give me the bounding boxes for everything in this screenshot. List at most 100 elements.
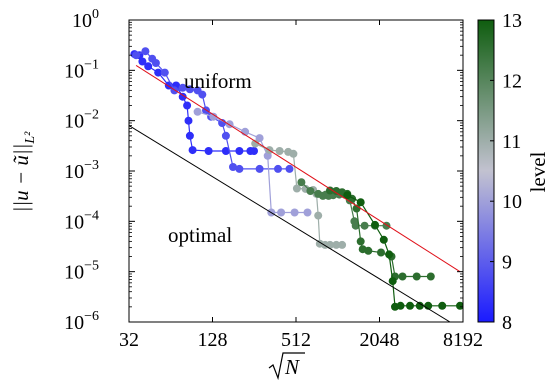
data-point xyxy=(138,57,147,66)
data-point xyxy=(379,235,388,244)
data-point xyxy=(204,147,213,155)
data-point xyxy=(235,164,244,173)
data-point xyxy=(185,131,194,140)
data-point xyxy=(221,147,230,155)
colorbar-tick-label: 10 xyxy=(502,191,522,213)
data-point xyxy=(332,240,341,249)
y-tick-label: 10−4 xyxy=(64,208,99,233)
data-point xyxy=(415,301,424,310)
data-point xyxy=(356,198,365,207)
data-point xyxy=(151,59,160,67)
y-tick-label: 100 xyxy=(72,7,99,32)
data-point xyxy=(297,178,306,187)
data-point xyxy=(426,272,435,281)
x-axis-label-text: N xyxy=(284,355,300,379)
colorbar-tick-label: 11 xyxy=(502,131,521,153)
y-tick-label: 10−2 xyxy=(64,108,99,133)
data-point xyxy=(274,164,282,173)
svg-text:||u − ũ||L²: ||u − ũ||L² xyxy=(9,131,38,213)
data-point xyxy=(198,90,207,99)
data-point xyxy=(277,208,286,217)
optimal-label: optimal xyxy=(168,223,232,247)
data-point xyxy=(306,187,315,195)
data-point xyxy=(326,186,334,195)
data-point xyxy=(292,184,301,193)
data-point xyxy=(144,62,153,71)
data-point xyxy=(388,277,397,286)
data-point xyxy=(351,221,360,230)
data-point xyxy=(412,272,421,281)
data-point xyxy=(290,208,299,217)
data-point xyxy=(193,107,202,116)
optimal-line xyxy=(129,125,451,322)
data-point xyxy=(371,220,379,229)
data-point xyxy=(289,149,298,158)
y-tick-label: 10−6 xyxy=(64,309,99,334)
data-point xyxy=(183,101,192,110)
data-point xyxy=(255,164,264,173)
uniform-line xyxy=(135,65,461,273)
data-point xyxy=(438,301,447,310)
data-point xyxy=(385,250,394,259)
data-point xyxy=(396,301,405,310)
data-point xyxy=(250,147,258,155)
y-tick-label: 10−1 xyxy=(64,57,99,82)
data-point xyxy=(338,240,347,249)
data-point xyxy=(406,301,414,310)
y-axis-label-subscript: L² xyxy=(23,131,38,145)
data-point xyxy=(185,85,194,94)
sqrt-sign xyxy=(268,352,305,381)
data-point xyxy=(343,191,352,200)
data-point xyxy=(160,68,169,77)
colorbar-tick-label: 13 xyxy=(502,10,522,32)
data-point xyxy=(251,139,260,148)
series-7 xyxy=(343,191,463,311)
data-point xyxy=(360,221,369,230)
data-series xyxy=(130,47,463,311)
y-axis-label-text: ||u − ũ|| xyxy=(9,144,33,213)
series-line xyxy=(197,111,308,214)
data-point xyxy=(221,131,230,140)
data-point xyxy=(184,116,193,125)
data-point xyxy=(356,237,365,246)
series-1 xyxy=(130,50,258,155)
data-point xyxy=(188,146,197,155)
y-axis-label: ||u − ũ||L² xyxy=(9,131,38,213)
reference-lines xyxy=(129,65,461,322)
data-point xyxy=(178,83,187,92)
data-point xyxy=(132,51,141,60)
y-tick-label: 10−5 xyxy=(64,259,99,284)
series-3 xyxy=(193,107,312,217)
data-point xyxy=(209,112,218,121)
data-point xyxy=(229,163,237,171)
colorbar: 8 9 10 11 12 13 level xyxy=(477,10,550,334)
data-point xyxy=(398,272,407,281)
data-point xyxy=(178,92,187,101)
data-point xyxy=(456,301,463,310)
colorbar-tick-label: 8 xyxy=(502,312,512,334)
data-point xyxy=(154,68,163,77)
data-point xyxy=(377,248,385,257)
data-point xyxy=(285,164,294,173)
x-tick-label: 512 xyxy=(281,329,311,351)
colorbar-gradient xyxy=(477,19,495,323)
x-axis-label: N xyxy=(268,352,305,381)
x-tick-label: 8192 xyxy=(443,329,483,351)
data-point xyxy=(255,134,264,143)
data-point xyxy=(303,208,312,217)
data-point xyxy=(314,211,323,220)
data-point xyxy=(364,246,373,255)
data-point xyxy=(275,147,284,155)
x-tick-label: 32 xyxy=(119,329,139,351)
colorbar-tick-label: 9 xyxy=(502,252,512,274)
x-tick-label: 128 xyxy=(198,329,228,351)
uniform-label: uniform xyxy=(184,69,252,93)
colorbar-ticks: 8 9 10 11 12 13 xyxy=(490,10,522,334)
colorbar-tick-label: 12 xyxy=(502,70,522,92)
y-tick-label: 10−3 xyxy=(64,158,99,183)
x-tick-label: 2048 xyxy=(360,329,400,351)
x-axis: 32 128 512 2048 8192 xyxy=(119,20,483,351)
colorbar-label: level xyxy=(526,151,550,192)
y-axis: 10−6 10−5 10−4 10−3 10−2 10−1 100 xyxy=(64,7,463,334)
